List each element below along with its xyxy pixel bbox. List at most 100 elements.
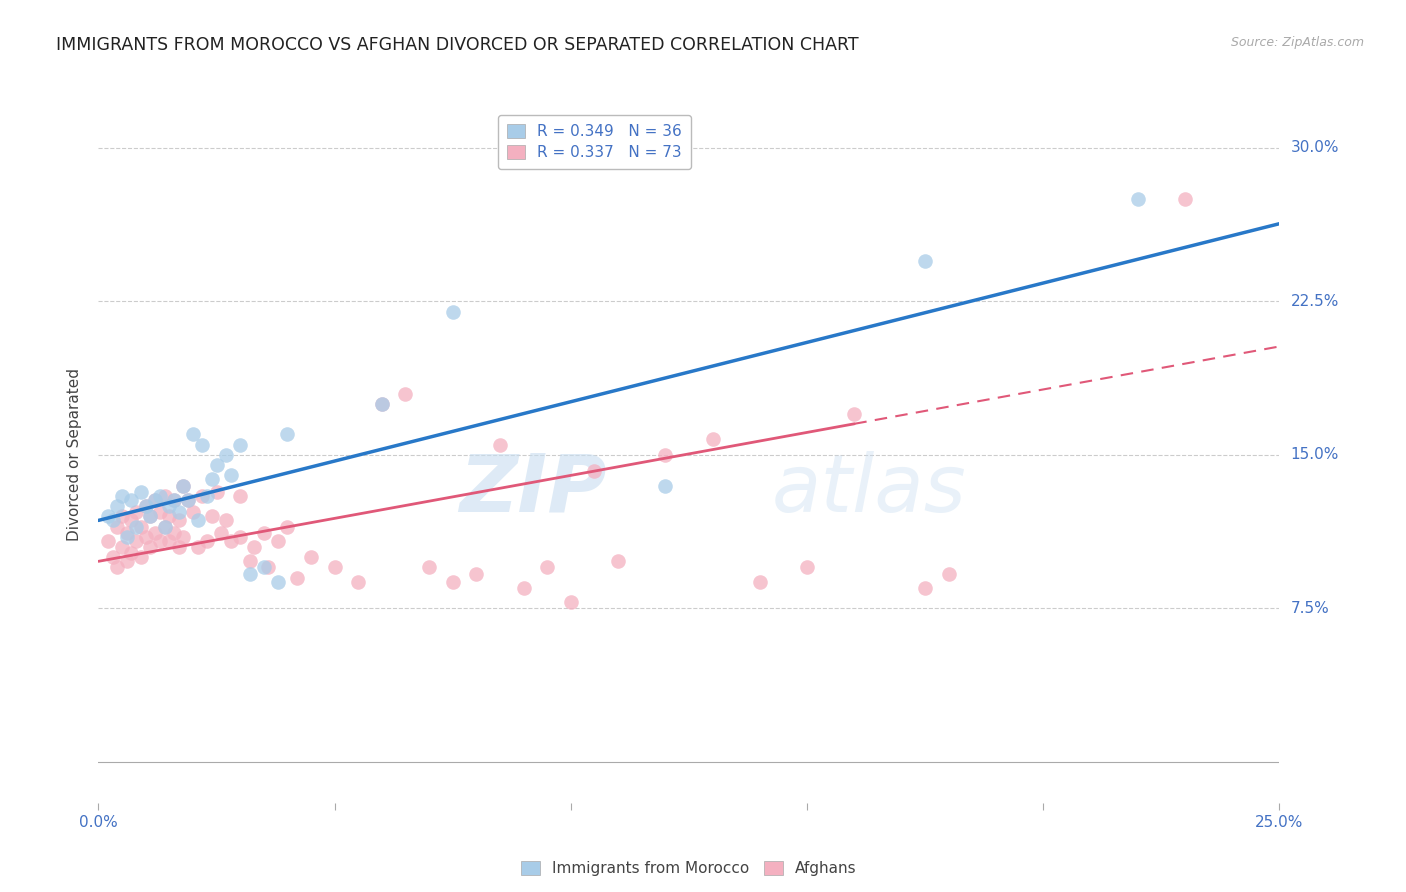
Point xyxy=(1174,192,1197,206)
Point xyxy=(111,509,134,524)
Text: 30.0%: 30.0% xyxy=(1291,140,1339,155)
Point xyxy=(129,484,152,499)
Point xyxy=(129,550,152,565)
Point xyxy=(177,492,200,507)
Point xyxy=(1126,192,1149,206)
Point xyxy=(243,540,266,554)
Point xyxy=(157,533,180,548)
Point xyxy=(121,546,143,560)
Point xyxy=(209,525,232,540)
Point xyxy=(229,489,252,503)
Point xyxy=(157,509,180,524)
Point xyxy=(125,519,148,533)
Point xyxy=(418,560,440,574)
Point xyxy=(115,554,138,568)
Point xyxy=(201,473,224,487)
Point xyxy=(702,432,724,446)
Point xyxy=(129,519,152,533)
Point xyxy=(276,427,298,442)
Point xyxy=(191,438,214,452)
Point xyxy=(181,427,204,442)
Point xyxy=(105,560,128,574)
Point xyxy=(914,581,936,595)
Point xyxy=(465,566,488,581)
Point xyxy=(167,540,190,554)
Point xyxy=(253,525,276,540)
Point xyxy=(195,533,218,548)
Text: Source: ZipAtlas.com: Source: ZipAtlas.com xyxy=(1230,36,1364,49)
Point xyxy=(101,513,124,527)
Text: atlas: atlas xyxy=(772,450,966,529)
Point xyxy=(347,574,370,589)
Point xyxy=(105,499,128,513)
Point xyxy=(748,574,770,589)
Point xyxy=(215,513,238,527)
Point xyxy=(172,478,194,492)
Point xyxy=(135,499,157,513)
Text: 15.0%: 15.0% xyxy=(1291,448,1339,462)
Text: 22.5%: 22.5% xyxy=(1291,294,1339,309)
Point xyxy=(153,489,176,503)
Point xyxy=(167,505,190,519)
Point xyxy=(914,253,936,268)
Legend: Immigrants from Morocco, Afghans: Immigrants from Morocco, Afghans xyxy=(512,852,866,886)
Text: ZIP: ZIP xyxy=(458,450,606,529)
Point xyxy=(229,438,252,452)
Point xyxy=(125,505,148,519)
Text: 7.5%: 7.5% xyxy=(1291,601,1329,615)
Point xyxy=(215,448,238,462)
Point xyxy=(149,489,172,503)
Point xyxy=(149,533,172,548)
Point xyxy=(201,509,224,524)
Point xyxy=(172,530,194,544)
Point xyxy=(181,505,204,519)
Point xyxy=(153,519,176,533)
Point xyxy=(253,560,276,574)
Point xyxy=(257,560,280,574)
Point xyxy=(938,566,960,581)
Point xyxy=(101,550,124,565)
Point xyxy=(191,489,214,503)
Point xyxy=(229,530,252,544)
Point xyxy=(239,554,262,568)
Point xyxy=(167,513,190,527)
Y-axis label: Divorced or Separated: Divorced or Separated xyxy=(67,368,83,541)
Point xyxy=(219,468,242,483)
Point xyxy=(111,540,134,554)
Point xyxy=(139,540,162,554)
Point xyxy=(115,530,138,544)
Point xyxy=(205,458,228,472)
Point xyxy=(149,505,172,519)
Point xyxy=(441,304,464,318)
Point xyxy=(157,499,180,513)
Point xyxy=(163,492,186,507)
Point xyxy=(371,397,394,411)
Point xyxy=(139,509,162,524)
Point xyxy=(135,530,157,544)
Point xyxy=(115,525,138,540)
Point xyxy=(219,533,242,548)
Point xyxy=(489,438,512,452)
Point xyxy=(654,478,676,492)
Point xyxy=(143,525,166,540)
Point xyxy=(239,566,262,581)
Point xyxy=(267,574,290,589)
Point xyxy=(143,492,166,507)
Point xyxy=(111,489,134,503)
Point xyxy=(371,397,394,411)
Point xyxy=(125,533,148,548)
Point xyxy=(276,519,298,533)
Point xyxy=(654,448,676,462)
Point xyxy=(299,550,322,565)
Point xyxy=(121,492,143,507)
Point xyxy=(394,386,416,401)
Point xyxy=(844,407,866,421)
Point xyxy=(135,499,157,513)
Point xyxy=(205,484,228,499)
Point xyxy=(172,478,194,492)
Point xyxy=(441,574,464,589)
Point xyxy=(97,533,120,548)
Point xyxy=(267,533,290,548)
Point xyxy=(121,513,143,527)
Point xyxy=(285,571,308,585)
